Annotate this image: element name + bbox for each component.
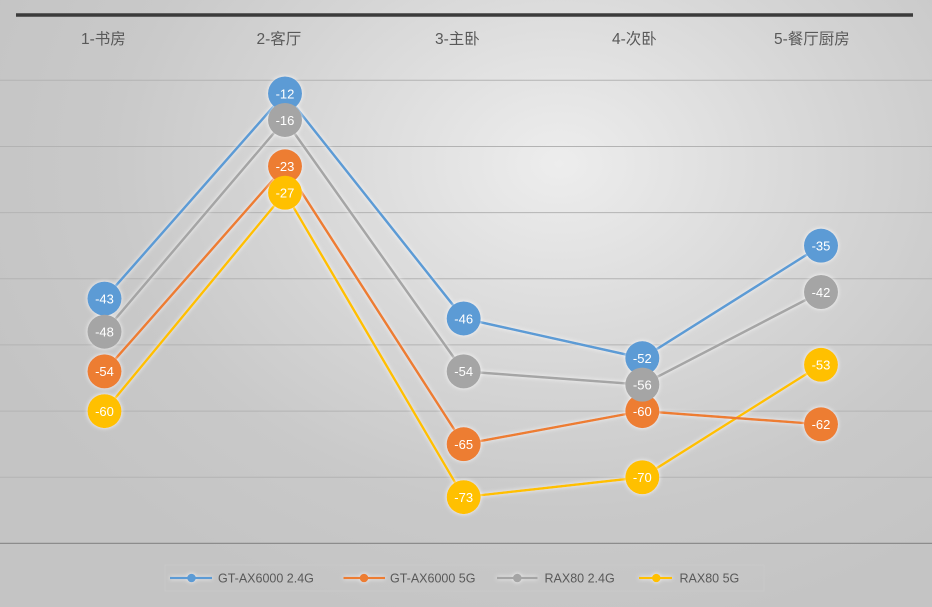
svg-text:-73: -73	[454, 490, 473, 505]
svg-text:3-主卧: 3-主卧	[435, 30, 480, 48]
svg-text:RAX80 2.4G: RAX80 2.4G	[545, 572, 615, 586]
svg-text:GT-AX6000 2.4G: GT-AX6000 2.4G	[218, 572, 314, 586]
svg-text:-60: -60	[633, 404, 652, 419]
svg-text:-52: -52	[633, 351, 652, 366]
svg-text:-43: -43	[95, 291, 114, 306]
svg-text:-27: -27	[276, 186, 295, 201]
svg-text:-53: -53	[812, 358, 831, 373]
svg-text:-12: -12	[276, 86, 295, 101]
svg-text:-56: -56	[633, 377, 652, 392]
svg-text:5-餐厅厨房: 5-餐厅厨房	[774, 30, 850, 48]
svg-text:-35: -35	[812, 239, 831, 254]
svg-text:-48: -48	[95, 325, 114, 340]
svg-text:4-次卧: 4-次卧	[612, 30, 657, 48]
svg-text:2-客厅: 2-客厅	[257, 30, 302, 48]
svg-text:-70: -70	[633, 470, 652, 485]
svg-text:-65: -65	[454, 437, 473, 452]
svg-text:-46: -46	[454, 311, 473, 326]
svg-text:-54: -54	[454, 364, 473, 379]
svg-text:-60: -60	[95, 404, 114, 419]
svg-text:1-书房: 1-书房	[81, 30, 126, 48]
svg-text:GT-AX6000 5G: GT-AX6000 5G	[390, 572, 475, 586]
svg-text:-62: -62	[812, 417, 831, 432]
svg-text:-16: -16	[276, 113, 295, 128]
svg-text:-54: -54	[95, 364, 114, 379]
svg-text:-23: -23	[276, 159, 295, 174]
svg-text:RAX80 5G: RAX80 5G	[680, 572, 740, 586]
svg-text:-42: -42	[812, 285, 831, 300]
